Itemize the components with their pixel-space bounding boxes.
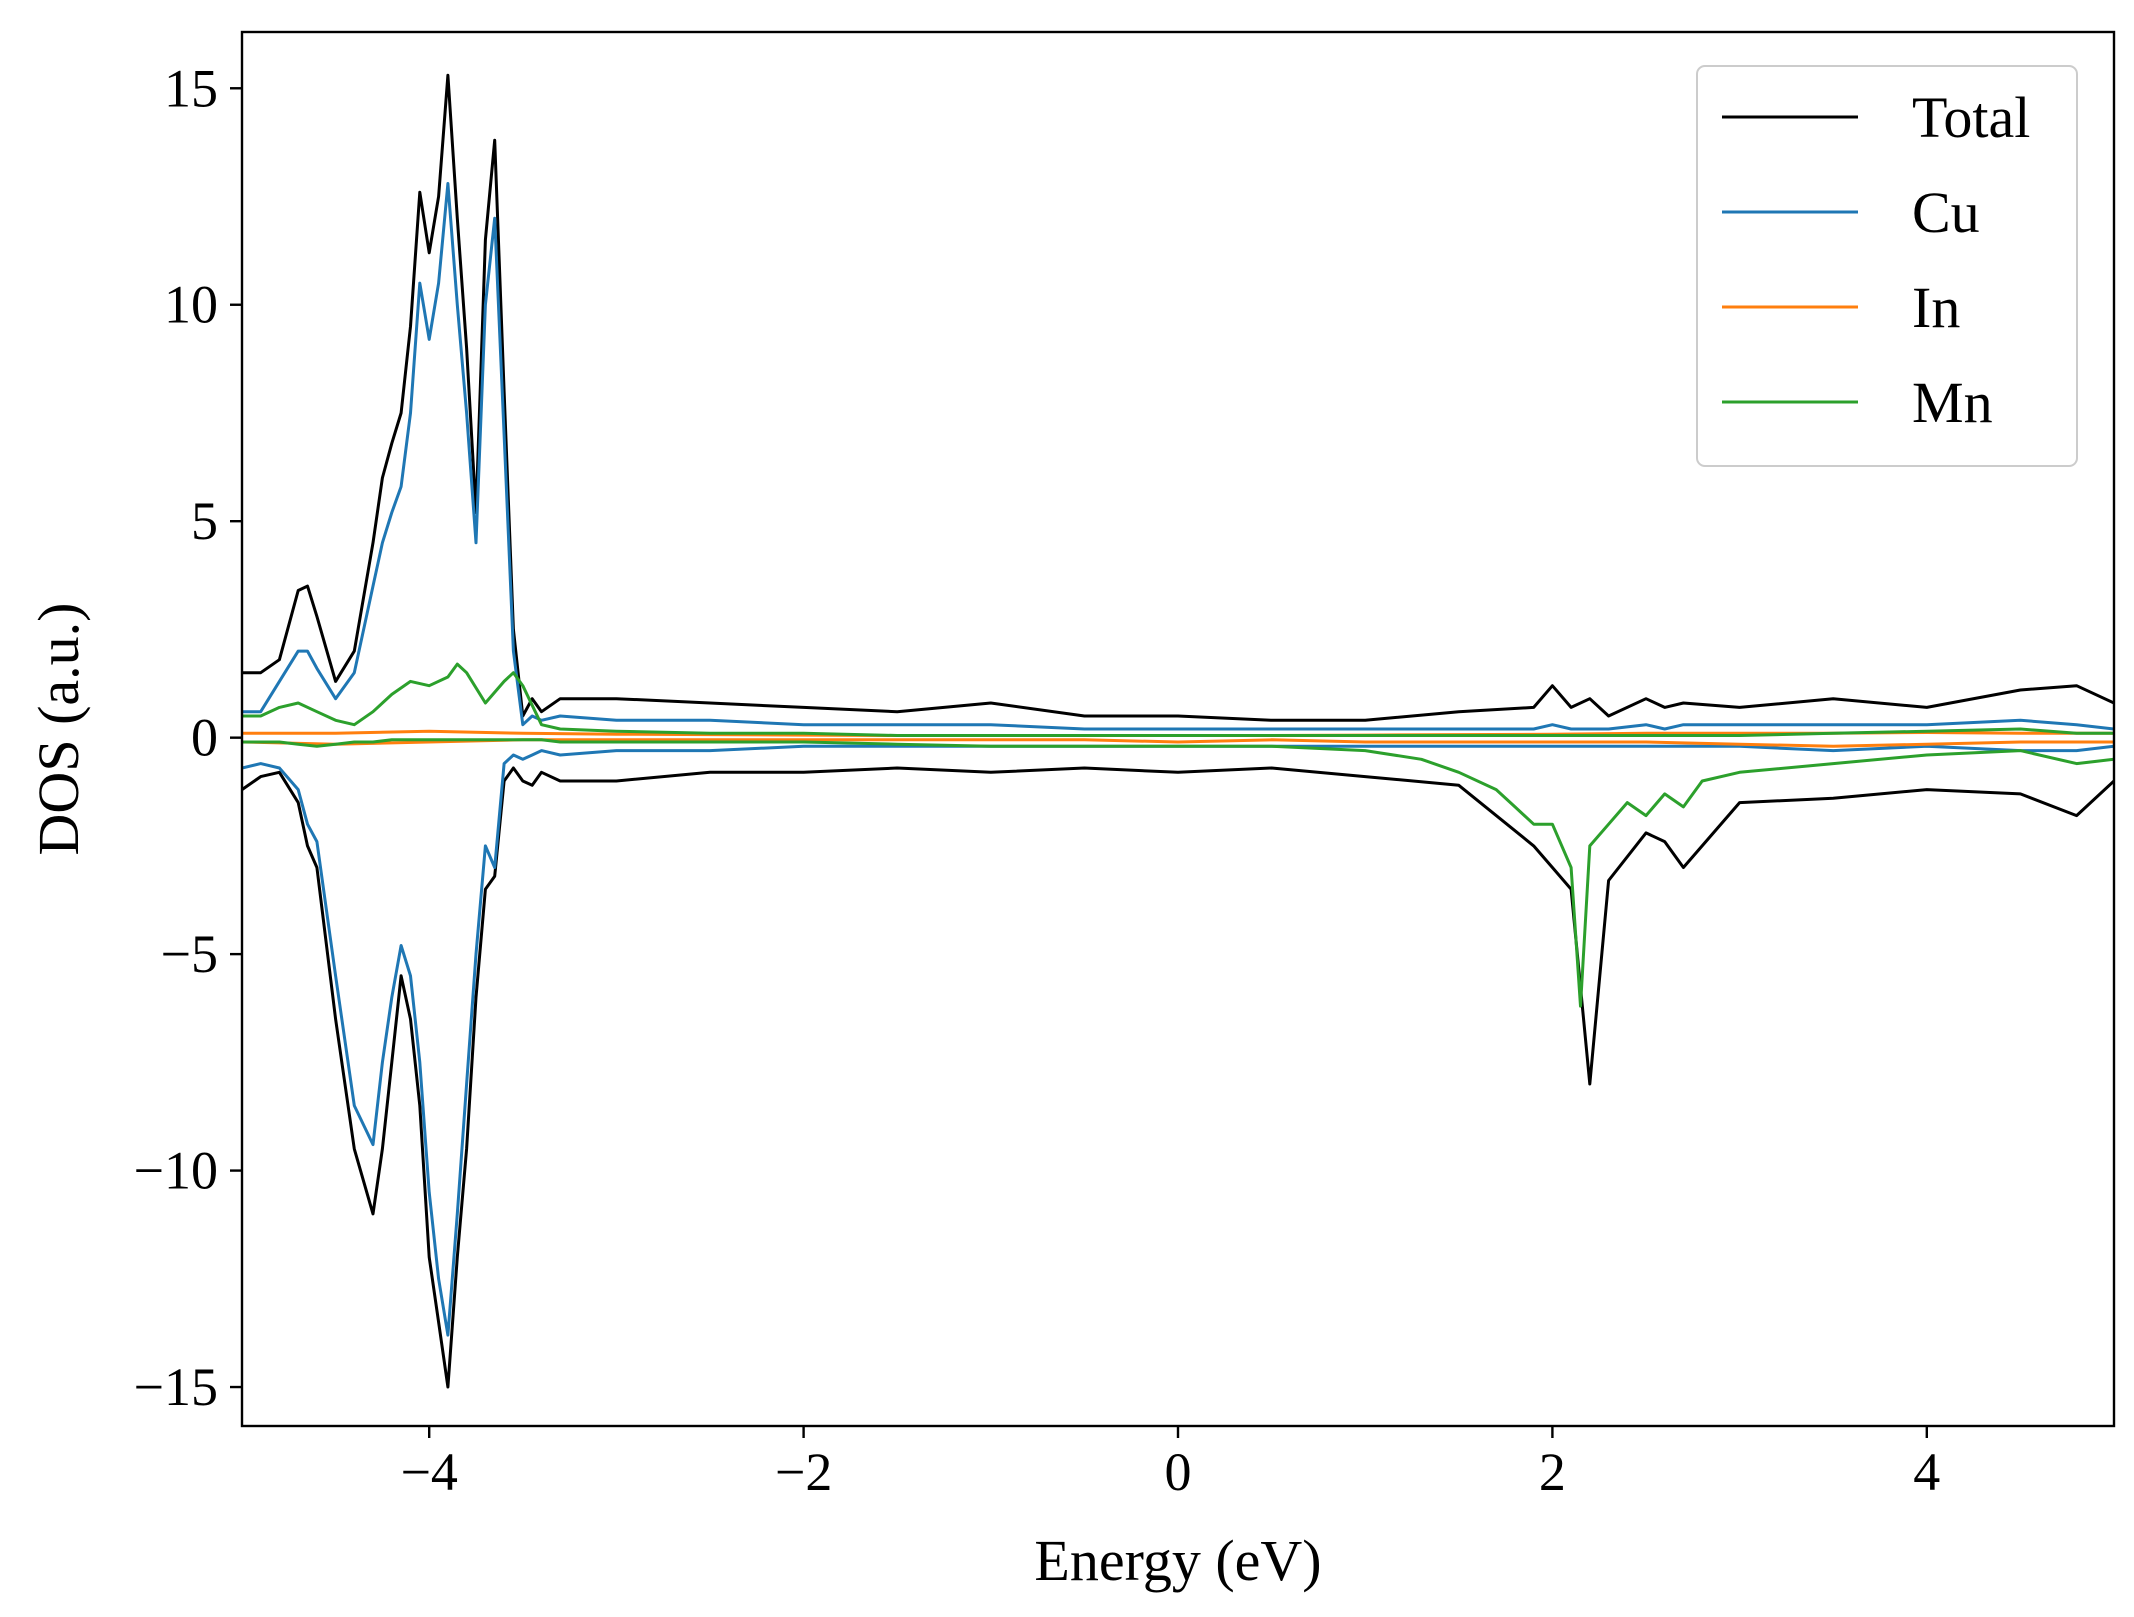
y-tick-label: −10 — [134, 1141, 218, 1201]
y-tick-label: 15 — [164, 58, 218, 118]
legend-frame — [1696, 65, 2078, 467]
y-tick-label: −15 — [134, 1357, 218, 1417]
series-cu-down-line — [242, 744, 2114, 1337]
series-mn-down-line — [242, 738, 2114, 1008]
y-tick-label: 0 — [191, 708, 218, 768]
x-axis-ticks: −4 −2 0 2 4 — [400, 1426, 1940, 1502]
y-axis-ticks: 15 10 5 0 −5 −10 −15 — [134, 58, 242, 1417]
series-total-down-line — [242, 766, 2114, 1389]
series-layer — [242, 73, 2114, 1389]
x-tick-label: 2 — [1539, 1442, 1566, 1502]
x-tick-label: 0 — [1165, 1442, 1192, 1502]
legend-label-in: In — [1912, 275, 1960, 340]
legend-label-mn: Mn — [1912, 370, 1993, 435]
y-tick-label: 10 — [164, 275, 218, 335]
series-mn-up-line — [242, 662, 2114, 737]
x-tick-label: −2 — [775, 1442, 832, 1502]
series-total-up-line — [242, 73, 2114, 722]
legend-label-cu: Cu — [1912, 180, 1980, 245]
y-tick-label: −5 — [161, 924, 218, 984]
legend-label-total: Total — [1912, 85, 2030, 150]
y-axis-label: DOS (a.u.) — [26, 603, 91, 856]
x-axis-label: Energy (eV) — [1034, 1528, 1321, 1593]
x-tick-label: −4 — [400, 1442, 457, 1502]
y-tick-label: 5 — [191, 491, 218, 551]
x-tick-label: 4 — [1913, 1442, 1940, 1502]
legend: Total Cu In Mn — [1696, 65, 2078, 467]
